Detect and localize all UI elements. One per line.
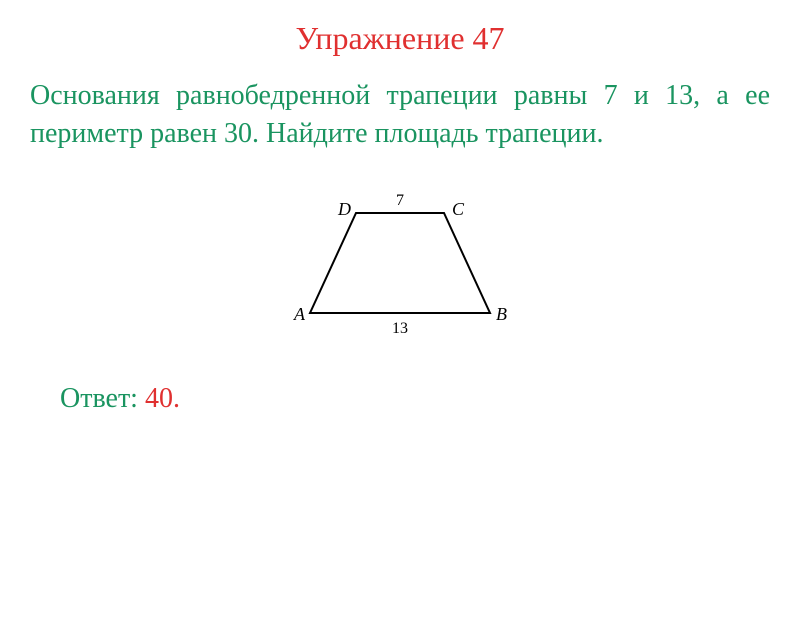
trapezoid-shape xyxy=(310,213,490,313)
problem-statement: Основания равнобедренной трапеции равны … xyxy=(0,77,800,153)
diagram-container: A B C D 7 13 xyxy=(0,183,800,343)
answer-value: 40. xyxy=(145,383,180,414)
trapezoid-diagram: A B C D 7 13 xyxy=(280,183,520,343)
vertex-label-b: B xyxy=(496,304,507,324)
vertex-label-a: A xyxy=(293,304,306,324)
vertex-label-c: C xyxy=(452,199,465,219)
problem-text: Основания равнобедренной трапеции равны … xyxy=(30,80,770,149)
answer-line: Ответ: 40. xyxy=(0,383,800,415)
title-text: Упражнение 47 xyxy=(295,20,504,56)
bottom-side-value: 13 xyxy=(392,320,408,337)
vertex-label-d: D xyxy=(337,199,351,219)
answer-label: Ответ: xyxy=(60,383,138,414)
top-side-value: 7 xyxy=(396,192,404,209)
exercise-title: Упражнение 47 xyxy=(0,20,800,57)
